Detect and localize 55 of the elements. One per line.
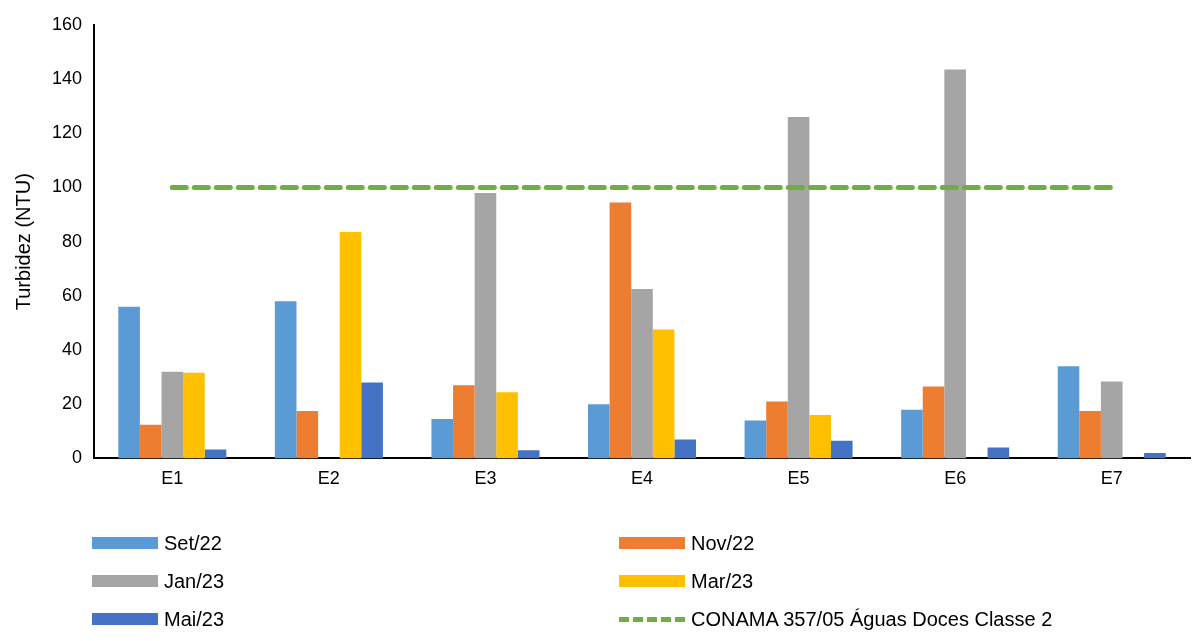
bar <box>766 401 788 459</box>
y-tick-label: 100 <box>51 176 83 197</box>
legend-label: Mai/23 <box>164 607 225 631</box>
bar <box>361 382 383 459</box>
bar <box>901 409 923 459</box>
x-tick-label: E1 <box>161 468 184 489</box>
legend-label: Set/22 <box>164 531 222 555</box>
y-tick-label: 40 <box>62 339 83 360</box>
bar <box>517 450 540 459</box>
bar <box>204 449 227 459</box>
bar <box>496 392 518 459</box>
y-tick-label: 140 <box>51 68 83 89</box>
bar <box>1100 381 1123 459</box>
bar <box>431 419 454 459</box>
bar <box>744 420 767 459</box>
bar <box>183 372 205 459</box>
bar <box>161 371 184 459</box>
bar <box>631 289 653 459</box>
bar <box>609 202 632 459</box>
y-tick-label: 0 <box>72 447 83 468</box>
bar <box>339 231 362 459</box>
bar <box>139 424 162 459</box>
bar <box>987 447 1010 459</box>
x-tick-label: E2 <box>317 468 340 489</box>
bar <box>474 192 497 459</box>
x-tick-label: E3 <box>474 468 497 489</box>
legend-label: CONAMA 357/05 Águas Doces Classe 2 <box>691 607 1053 631</box>
y-tick-label: 20 <box>62 393 83 414</box>
y-tick-label: 80 <box>62 230 83 251</box>
bar <box>944 69 966 459</box>
bar <box>830 440 853 459</box>
bar <box>922 386 945 459</box>
legend-label: Mar/23 <box>691 569 754 593</box>
bar <box>652 329 675 459</box>
legend-label: Nov/22 <box>691 531 755 555</box>
x-tick-label: E7 <box>1100 468 1123 489</box>
bar <box>118 306 140 459</box>
bar <box>1079 411 1101 459</box>
bar <box>274 301 297 459</box>
x-tick-label: E6 <box>944 468 967 489</box>
bar <box>787 117 810 459</box>
y-tick-label: 120 <box>51 122 83 143</box>
y-tick-label: 160 <box>51 13 83 34</box>
bar <box>588 404 610 459</box>
bar <box>1057 366 1080 459</box>
y-axis-title: Turbidez (NTU) <box>11 173 34 311</box>
legend-label: Jan/23 <box>164 569 225 593</box>
bar <box>296 411 319 459</box>
bar <box>453 385 475 459</box>
y-tick-label: 60 <box>62 284 83 305</box>
bar <box>809 415 831 459</box>
x-tick-label: E5 <box>787 468 810 489</box>
bar <box>1144 452 1166 459</box>
bar <box>674 439 697 459</box>
x-tick-label: E4 <box>631 468 654 489</box>
